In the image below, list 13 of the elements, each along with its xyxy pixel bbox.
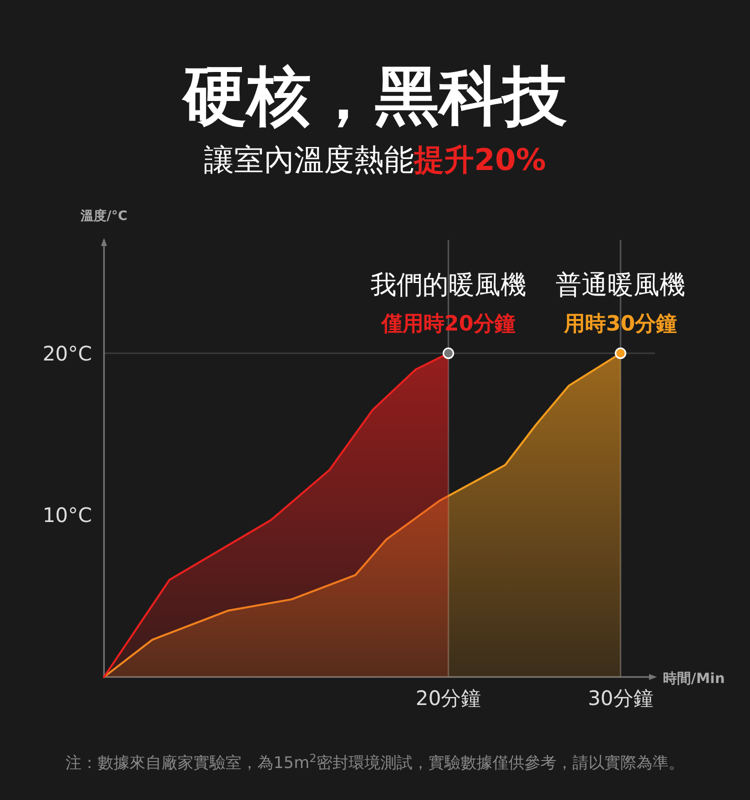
- text: 注：數據來自廠家實驗室，為15m$^{2}$密封環境測試，實驗數據僅供參考，請以實際為準。: [65, 752, 685, 772]
- x-axis-title: 時間/Min: [663, 671, 725, 687]
- annotation: 用時30分鐘: [562, 311, 678, 336]
- x-tick-label: 20分鐘: [416, 686, 482, 710]
- y-axis-title: 溫度/°C: [80, 208, 128, 224]
- annotation: 僅用時20分鐘: [380, 311, 516, 336]
- text: 普通暖風機: [556, 270, 686, 300]
- chart-subtitle: 讓室內溫度熱能提升20%: [204, 143, 546, 178]
- y-tick-label: 10°C: [42, 503, 92, 528]
- text: 我們的暖風機: [370, 270, 526, 300]
- chart-title: 硬核，黑科技: [181, 60, 567, 134]
- y-tick-label: 20°C: [42, 341, 92, 366]
- x-tick-label: 30分鐘: [588, 686, 654, 710]
